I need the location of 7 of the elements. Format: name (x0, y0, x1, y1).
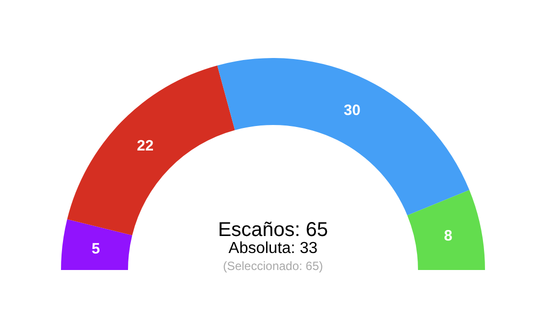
data-label: 22 (136, 137, 154, 154)
data-label: 30 (344, 102, 360, 119)
data-label: 5 (92, 240, 100, 258)
data-label: 8 (444, 228, 452, 245)
text: Escaños: 65 (218, 219, 328, 241)
text: Absoluta: 33 (228, 240, 318, 257)
text: (Seleccionado: 65) (222, 259, 324, 273)
